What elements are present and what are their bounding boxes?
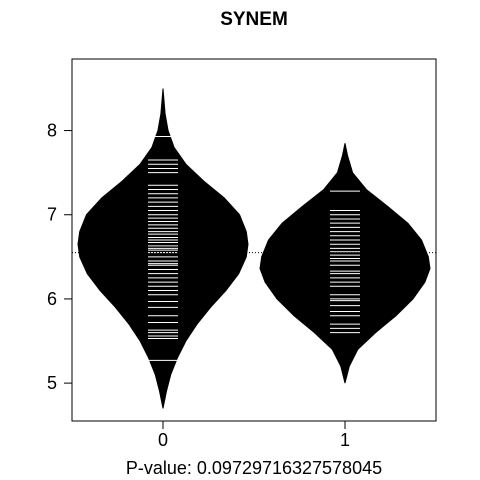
- bean-1: [259, 143, 431, 384]
- bean-0: [77, 88, 249, 409]
- plot-area: [71, 58, 437, 422]
- plot-frame: [71, 58, 437, 422]
- y-tick-label: 8: [47, 121, 57, 141]
- bean-density-1: [259, 143, 431, 384]
- x-tick-label: 0: [158, 430, 168, 450]
- y-tick-label: 6: [47, 289, 57, 309]
- chart-title: SYNEM: [220, 9, 288, 30]
- x-axis-label: P-value: 0.09729716327578045: [126, 458, 382, 478]
- beanlines-1: [330, 190, 360, 334]
- beanlines-0: [148, 135, 178, 361]
- y-tick-label: 7: [47, 205, 57, 225]
- x-tick-label: 1: [340, 430, 350, 450]
- y-tick-label: 5: [47, 373, 57, 393]
- y-axis: 5 6 7 8: [47, 121, 72, 393]
